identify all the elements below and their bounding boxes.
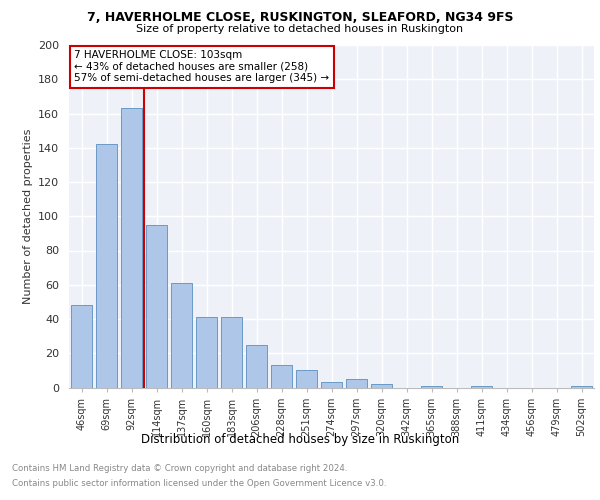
Bar — [346, 379, 367, 388]
Bar — [96, 144, 117, 388]
Bar — [146, 225, 167, 388]
Text: Distribution of detached houses by size in Ruskington: Distribution of detached houses by size … — [141, 432, 459, 446]
Text: 7 HAVERHOLME CLOSE: 103sqm
← 43% of detached houses are smaller (258)
57% of sem: 7 HAVERHOLME CLOSE: 103sqm ← 43% of deta… — [74, 50, 329, 84]
Bar — [196, 318, 217, 388]
Bar — [271, 365, 292, 388]
Bar — [471, 386, 492, 388]
Bar — [171, 283, 192, 388]
Bar — [371, 384, 392, 388]
Text: Size of property relative to detached houses in Ruskington: Size of property relative to detached ho… — [136, 24, 464, 34]
Bar — [571, 386, 592, 388]
Bar — [246, 344, 267, 388]
Bar — [121, 108, 142, 388]
Y-axis label: Number of detached properties: Number of detached properties — [23, 128, 32, 304]
Text: 7, HAVERHOLME CLOSE, RUSKINGTON, SLEAFORD, NG34 9FS: 7, HAVERHOLME CLOSE, RUSKINGTON, SLEAFOR… — [87, 11, 513, 24]
Text: Contains public sector information licensed under the Open Government Licence v3: Contains public sector information licen… — [12, 479, 386, 488]
Bar — [296, 370, 317, 388]
Bar — [421, 386, 442, 388]
Bar — [71, 306, 92, 388]
Text: Contains HM Land Registry data © Crown copyright and database right 2024.: Contains HM Land Registry data © Crown c… — [12, 464, 347, 473]
Bar — [221, 318, 242, 388]
Bar — [321, 382, 342, 388]
